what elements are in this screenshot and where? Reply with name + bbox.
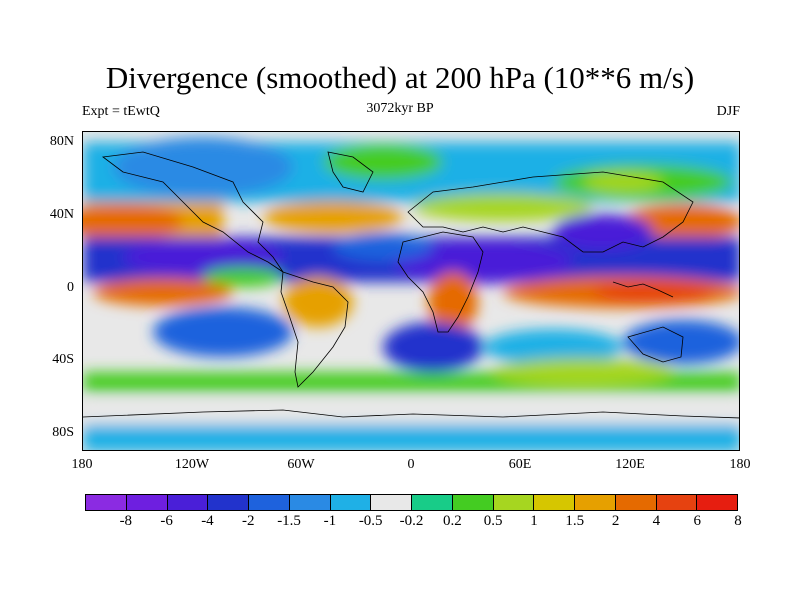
colorbar-label: 2 xyxy=(611,513,620,529)
colorbar-swatch xyxy=(208,495,249,510)
colorbar-label: -0.5 xyxy=(358,513,383,529)
colorbar xyxy=(85,494,738,511)
colorbar-swatch xyxy=(534,495,575,510)
x-tick-label: 180 xyxy=(729,457,751,472)
x-tick-label: 120W xyxy=(174,457,210,472)
y-tick-label: 0 xyxy=(67,280,74,295)
divergence-field xyxy=(83,137,739,450)
season-label: DJF xyxy=(716,104,740,119)
colorbar-label: -2 xyxy=(242,513,255,529)
x-tick-label: 120E xyxy=(615,457,645,472)
map-field xyxy=(83,132,739,450)
map-title: Divergence (smoothed) at 200 hPa (10**6 … xyxy=(105,60,695,95)
y-tick-label: 80N xyxy=(49,134,74,149)
y-tick-label: 80S xyxy=(52,425,74,440)
colorbar-label: 0.5 xyxy=(483,513,503,529)
colorbar-label: 1.5 xyxy=(565,513,585,529)
colorbar-swatch xyxy=(86,495,127,510)
y-tick-label: 40S xyxy=(52,352,74,367)
colorbar-label: -1 xyxy=(323,513,337,529)
x-tick-label: 180 xyxy=(71,457,93,472)
divergence-map xyxy=(82,131,740,451)
colorbar-label: 1 xyxy=(530,513,538,529)
colorbar-swatch xyxy=(167,495,209,510)
colorbar-label: -1.5 xyxy=(277,513,301,529)
time-label: 3072kyr BP xyxy=(366,101,434,116)
x-tick-label: 60E xyxy=(508,457,532,472)
colorbar-swatch xyxy=(126,495,168,510)
colorbar-label: 0.2 xyxy=(442,513,462,529)
experiment-label: Expt = tEwtQ xyxy=(82,104,160,119)
colorbar-swatch xyxy=(371,495,412,510)
colorbar-swatch xyxy=(289,495,331,510)
colorbar-swatch xyxy=(412,495,453,510)
colorbar-swatch xyxy=(452,495,494,510)
colorbar-swatch xyxy=(249,495,290,510)
colorbar-swatch xyxy=(656,495,698,510)
colorbar-label: -4 xyxy=(201,513,214,529)
colorbar-label: 4 xyxy=(652,513,661,529)
colorbar-label: -6 xyxy=(160,513,173,529)
colorbar-swatch xyxy=(330,495,372,510)
colorbar-label: 6 xyxy=(693,513,701,529)
y-tick-label: 40N xyxy=(49,207,74,222)
colorbar-label: -8 xyxy=(119,513,133,529)
colorbar-label: -0.2 xyxy=(399,513,424,529)
colorbar-swatch xyxy=(493,495,535,510)
x-tick-label: 60W xyxy=(287,457,315,472)
colorbar-swatch xyxy=(615,495,657,510)
colorbar-swatch xyxy=(575,495,616,510)
coastlines xyxy=(83,151,739,419)
x-tick-label: 0 xyxy=(407,457,415,472)
colorbar-label: 8 xyxy=(734,513,742,529)
colorbar-swatch xyxy=(697,495,737,510)
